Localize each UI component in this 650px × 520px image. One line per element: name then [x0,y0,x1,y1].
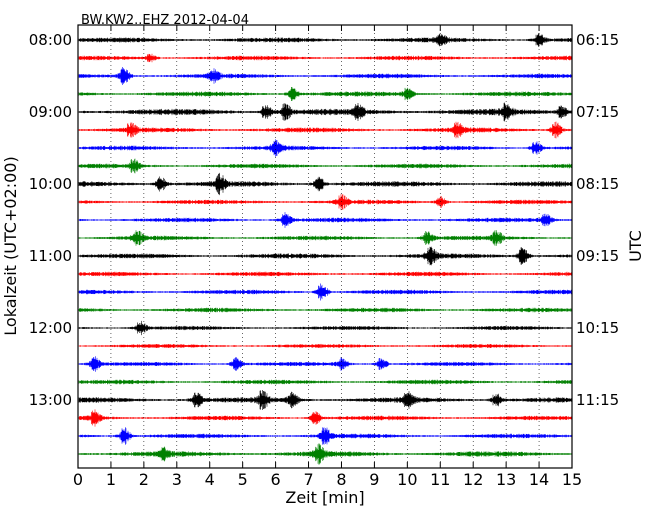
seismic-trace-10 [78,212,572,228]
x-tick-label: 8 [336,470,346,489]
seismic-trace-8 [78,172,572,196]
chart-title: BW.KW2..EHZ 2012-04-04 [81,13,249,28]
seismic-trace-18 [78,356,572,372]
right-time-label: 07:15 [576,103,619,121]
x-tick-label: 12 [463,470,483,489]
seismic-trace-0 [78,33,572,47]
x-tick-label: 2 [139,470,149,489]
seismic-trace-23 [78,443,572,465]
seismic-trace-4 [78,102,572,122]
x-tick-label: 4 [205,470,215,489]
x-tick-label: 3 [172,470,182,489]
seismic-trace-2 [78,67,572,85]
x-tick-label: 15 [562,470,582,489]
seismic-trace-3 [78,87,572,101]
left-time-label: 09:00 [29,103,72,121]
right-time-label: 11:15 [576,391,619,409]
plot-frame [77,24,573,469]
seismic-trace-9 [78,193,572,211]
right-time-label: 10:15 [576,319,619,337]
y-axis-label-left: Lokalzeit (UTC+02:00) [1,156,20,335]
seismic-trace-13 [78,271,572,277]
right-time-label: 09:15 [576,247,619,265]
left-time-label: 13:00 [29,391,72,409]
seismic-trace-22 [78,427,572,445]
y-axis-label-right: UTC [626,230,645,262]
seismic-trace-21 [78,409,572,427]
left-time-label: 11:00 [29,247,72,265]
seismic-trace-11 [78,230,572,246]
x-tick-label: 9 [369,470,379,489]
x-tick-label: 7 [303,470,313,489]
x-tick-label: 1 [106,470,116,489]
seismic-trace-15 [78,307,572,313]
seismic-trace-19 [78,379,572,385]
seismic-trace-14 [78,283,572,301]
left-time-label: 08:00 [29,31,72,49]
seismic-trace-5 [78,121,572,139]
x-tick-label: 14 [529,470,549,489]
x-tick-label: 6 [271,470,281,489]
seismic-trace-1 [78,53,572,63]
x-tick-label: 13 [496,470,516,489]
seismic-trace-17 [78,343,572,349]
seismic-trace-20 [78,390,572,410]
seismic-trace-6 [78,139,572,157]
x-tick-label: 0 [73,470,83,489]
right-time-label: 08:15 [576,175,619,193]
left-time-label: 10:00 [29,175,72,193]
x-tick-label: 5 [238,470,248,489]
x-axis-label: Zeit [min] [285,488,364,507]
seismic-trace-12 [78,246,572,266]
right-time-label: 06:15 [576,31,619,49]
x-tick-label: 10 [397,470,417,489]
seismic-trace-16 [78,320,572,336]
left-time-label: 12:00 [29,319,72,337]
x-tick-label: 11 [430,470,450,489]
seismic-trace-7 [78,158,572,174]
